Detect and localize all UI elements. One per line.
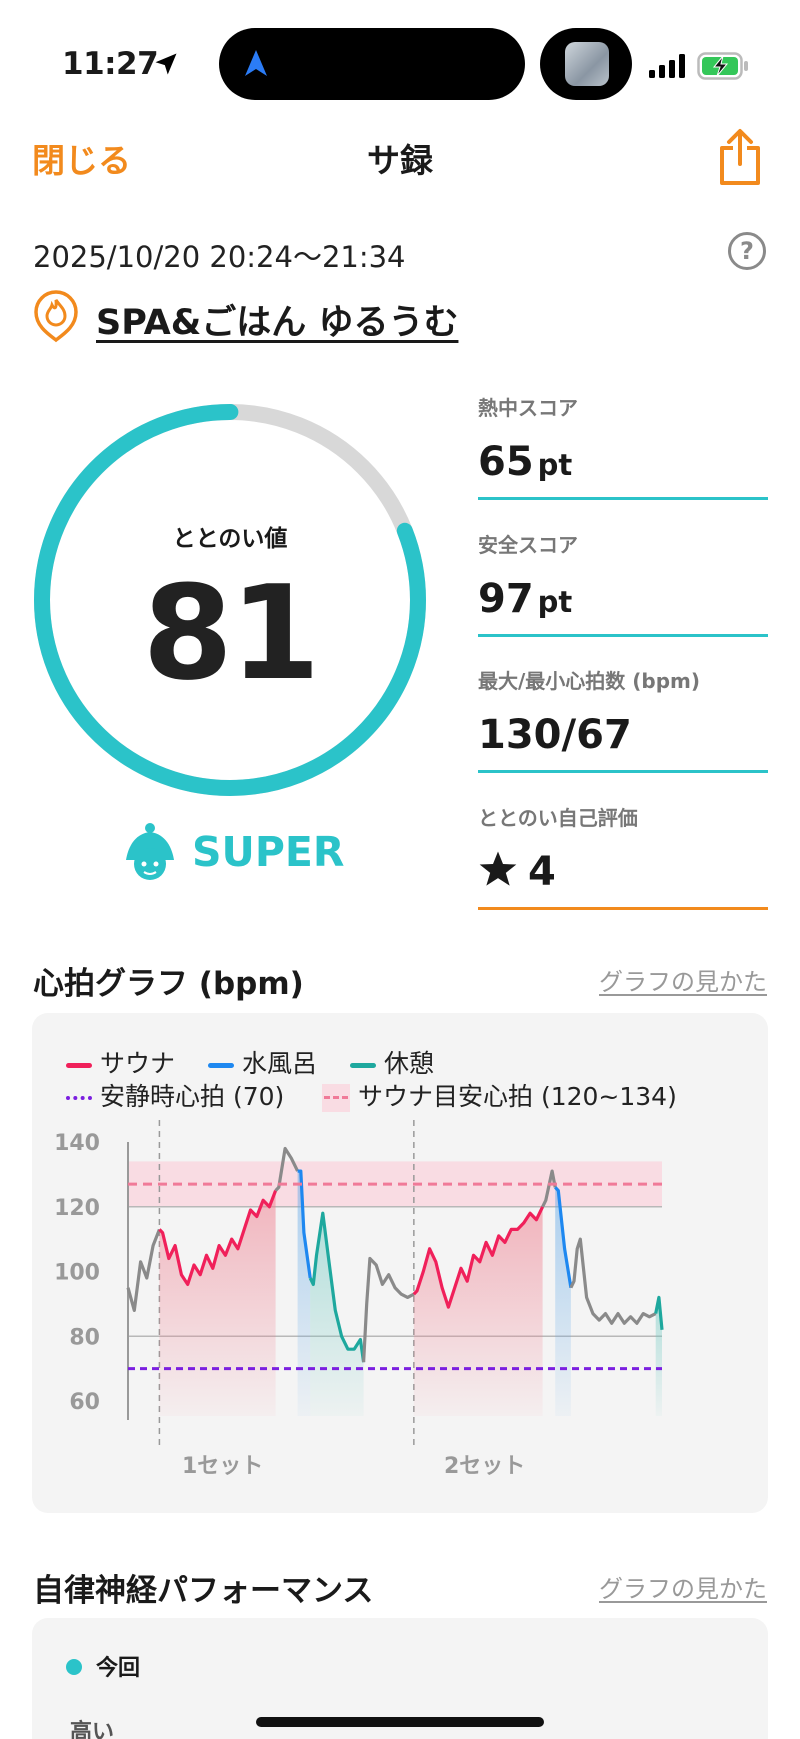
navigation-arrow-icon [245,50,267,76]
hr-line-g [362,1256,415,1363]
home-indicator[interactable] [256,1717,544,1727]
graph-guide-link[interactable]: グラフの見かた [599,968,767,996]
status-time: 11:27 [62,46,159,82]
metric-value: 97 [478,576,534,622]
rank-label: SUPER [192,828,345,876]
divider [478,770,768,773]
y-tick-label: 60 [69,1390,100,1415]
cellular-signal-icon [649,54,685,78]
gauge-value: 81 [142,557,321,709]
hr-line-r [654,1295,664,1330]
phase-area-s [159,1190,276,1416]
y-tick-label: 140 [54,1131,100,1156]
heart-rate-range: 最大/最小心拍数 (bpm) 130/67 [478,665,768,773]
legend-cold-bath: 水風呂 [208,1044,317,1080]
y-tick-label: 100 [54,1261,100,1286]
location-arrow-icon [155,53,177,75]
y-tick-label: 80 [69,1325,100,1350]
hr-line-c [297,1169,312,1279]
metric-label: 安全スコア [478,533,578,557]
divider [478,634,768,637]
phase-area-c [297,1171,311,1416]
hr-line-r [308,1211,366,1363]
heart-rate-chart: 140 120 100 80 60 1セット 2セット [54,1120,664,1479]
phase-area-r [310,1213,364,1416]
hr-line-g [126,1228,161,1312]
set-label-2: 2セット [444,1454,525,1479]
hr-line-g [274,1146,300,1192]
help-icon[interactable]: ? [728,232,766,270]
hr-line-s [158,1190,278,1286]
metric-label: 最大/最小心拍数 (bpm) [478,669,701,693]
y-tick-label: 120 [54,1196,100,1221]
heat-score: 熱中スコア 65 pt [478,392,768,500]
star-icon [479,851,517,886]
metric-label: ととのい自己評価 [478,806,638,830]
page-title: サ録 [367,141,433,180]
status-bar: 11:27 [0,0,800,110]
legend-resting-hr: 安静時心拍 (70) [66,1077,284,1113]
phase-area-c [555,1187,571,1416]
ans-guide-link[interactable]: グラフの見かた [599,1575,767,1603]
close-button[interactable]: 閉じる [32,141,131,180]
legend-rest: 休憩 [350,1044,434,1080]
legend-sauna: サウナ [66,1044,175,1080]
gauge-label: ととのい値 [172,526,288,552]
hr-line-s [412,1206,545,1309]
live-activity-thumbnail [565,42,609,86]
metric-unit: pt [537,585,573,619]
hr-line-c [554,1186,573,1288]
axis-label-high: 高い [70,1720,115,1739]
set-label-1: 1セット [182,1454,263,1479]
gauge-fill-arc [34,404,426,796]
battery-charging-icon [697,52,748,80]
metric-value: 4 [528,849,556,895]
safety-score: 安全スコア 97 pt [478,529,768,637]
hr-line-g [541,1169,557,1208]
heart-graph-title: 心拍グラフ (bpm) [33,966,304,1002]
metric-unit: pt [537,448,573,482]
legend-target-hr: サウナ目安心拍 (120~134) [322,1077,677,1113]
divider [478,907,768,910]
legend-current: 今回 [96,1656,141,1681]
sauna-hat-icon [126,823,174,880]
hr-line-g [569,1237,657,1325]
metric-label: 熱中スコア [478,396,578,420]
ans-title: 自律神経パフォーマンス [33,1573,374,1609]
facility-link[interactable]: SPA&ごはん ゆるうむ [96,303,459,343]
share-icon[interactable] [716,128,764,186]
heart-graph-card [32,1013,768,1513]
target-hr-band [128,1161,662,1207]
phase-area-s [413,1206,543,1416]
legend-current-dot [66,1659,82,1675]
metric-value: 130/67 [478,712,632,758]
session-datetime: 2025/10/20 20:24〜21:34 [33,240,406,274]
metric-value: 65 [478,439,534,485]
dynamic-island [219,28,525,100]
divider [478,497,768,500]
sauna-flame-icon [34,290,78,343]
totonoi-gauge [34,404,426,796]
self-rating[interactable]: ととのい自己評価 4 [478,802,768,910]
